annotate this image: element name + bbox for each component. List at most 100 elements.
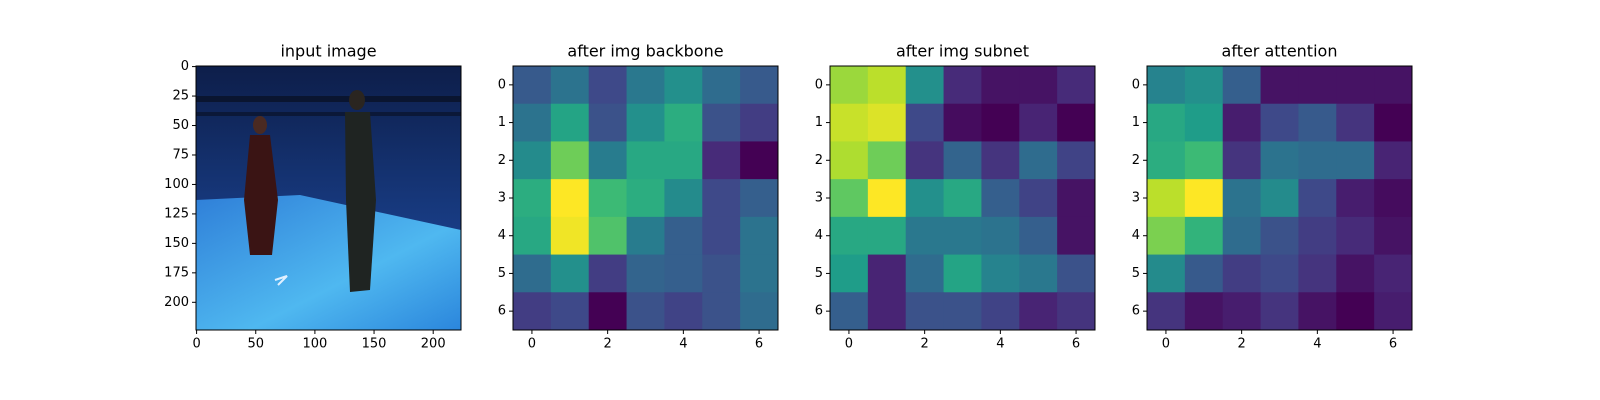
y-tick-label: 1 <box>498 115 506 130</box>
heatmap-cell <box>550 254 590 293</box>
heatmap-cell <box>664 66 703 105</box>
heatmap-cell <box>905 254 945 293</box>
heatmap-cell <box>830 179 869 218</box>
heatmap-cell <box>513 103 552 142</box>
heatmap-cell <box>943 141 982 180</box>
subplot-title: after img subnet <box>896 42 1029 61</box>
heatmap-cell <box>626 292 665 331</box>
heatmap-cell <box>867 141 907 180</box>
heatmap-cell <box>1147 103 1186 142</box>
heatmap-cell <box>905 179 945 218</box>
x-tick-label: 50 <box>247 337 264 352</box>
heatmap-cell <box>1222 103 1262 142</box>
x-tick-label: 6 <box>1389 337 1397 352</box>
heatmap-cell <box>513 141 552 180</box>
heatmap-cell <box>1019 103 1058 142</box>
y-tick-label: 150 <box>164 236 189 251</box>
y-tick-label: 3 <box>498 191 506 206</box>
heatmap-cell <box>588 179 628 218</box>
heatmap-cell <box>905 292 945 331</box>
heatmap-cell <box>1298 103 1337 142</box>
heatmap-cell <box>588 103 628 142</box>
y-tick-label: 0 <box>181 59 189 74</box>
x-tick-label: 150 <box>362 337 387 352</box>
heatmap-cell <box>1336 103 1375 142</box>
heatmap-cell <box>981 179 1020 218</box>
heatmap-cell <box>513 292 552 331</box>
heatmap-cell <box>1057 179 1096 218</box>
heatmap-cell <box>1336 292 1375 331</box>
y-tick-label: 4 <box>815 228 823 243</box>
y-tick-label: 175 <box>164 265 189 280</box>
heatmap-cell <box>830 141 869 180</box>
heatmap-cell <box>1374 254 1413 293</box>
heatmap-cell <box>740 292 779 331</box>
heatmap-cell <box>664 141 703 180</box>
y-tick-label: 0 <box>1132 77 1140 92</box>
heatmap-cell <box>513 179 552 218</box>
x-tick-label: 4 <box>996 337 1004 352</box>
heatmap-cell <box>513 254 552 293</box>
heatmap-cell <box>1222 141 1262 180</box>
x-tick-label: 0 <box>1162 337 1170 352</box>
heatmap-cell <box>1374 66 1413 105</box>
heatmap-cell <box>702 103 741 142</box>
heatmap-cell <box>702 179 741 218</box>
heatmap-cell <box>702 254 741 293</box>
heatmap-cell <box>1336 66 1375 105</box>
heatmap-cell <box>1260 254 1299 293</box>
heatmap-cell <box>626 179 665 218</box>
y-tick-label: 5 <box>498 266 506 281</box>
heatmap-cell <box>830 103 869 142</box>
heatmap-cell <box>867 292 907 331</box>
heatmap-cell <box>664 216 703 256</box>
heatmap-cell <box>740 254 779 293</box>
heatmap-cell <box>550 292 590 331</box>
heatmap-cell <box>943 103 982 142</box>
heatmap-cell <box>981 66 1020 105</box>
heatmap-cell <box>1298 179 1337 218</box>
heatmap-cell <box>550 141 590 180</box>
y-tick-label: 25 <box>172 89 189 104</box>
x-tick-label: 6 <box>1072 337 1080 352</box>
x-tick-label: 6 <box>755 337 763 352</box>
heatmap-cell <box>1336 254 1375 293</box>
heatmap-cell <box>588 254 628 293</box>
heatmap-cell <box>1222 66 1262 105</box>
y-tick-label: 2 <box>815 153 823 168</box>
heatmap-cell <box>981 216 1020 256</box>
heatmap-cell <box>867 179 907 218</box>
heatmap-cell <box>1222 292 1262 331</box>
heatmap-cell <box>1298 254 1337 293</box>
x-tick-label: 200 <box>421 337 446 352</box>
heatmap-cell <box>740 141 779 180</box>
heatmap-cell <box>550 66 590 105</box>
heatmap-cell <box>1298 216 1337 256</box>
heatmap-cell <box>1260 141 1299 180</box>
heatmap-cell <box>1184 292 1224 331</box>
x-tick-label: 0 <box>845 337 853 352</box>
heatmap-cell <box>981 254 1020 293</box>
heatmap-cell <box>1374 292 1413 331</box>
heatmap-cell <box>1057 292 1096 331</box>
heatmap-cell <box>664 179 703 218</box>
heatmap-cell <box>1019 216 1058 256</box>
x-tick-label: 4 <box>1313 337 1321 352</box>
y-tick-label: 100 <box>164 177 189 192</box>
heatmap-cell <box>664 103 703 142</box>
heatmap-cell <box>830 254 869 293</box>
heatmap-cell <box>664 292 703 331</box>
heatmap-cell <box>702 141 741 180</box>
heatmap-cell <box>943 179 982 218</box>
heatmap-cell <box>981 103 1020 142</box>
heatmap-cell <box>588 216 628 256</box>
heatmap-cell <box>943 292 982 331</box>
heatmap-cell <box>702 292 741 331</box>
heatmap-cell <box>1222 179 1262 218</box>
heatmap-cell <box>702 216 741 256</box>
heatmap-cell <box>830 216 869 256</box>
heatmap-cell <box>1374 179 1413 218</box>
heatmap-cell <box>740 179 779 218</box>
heatmap-cell <box>1184 66 1224 105</box>
y-tick-label: 4 <box>1132 228 1140 243</box>
